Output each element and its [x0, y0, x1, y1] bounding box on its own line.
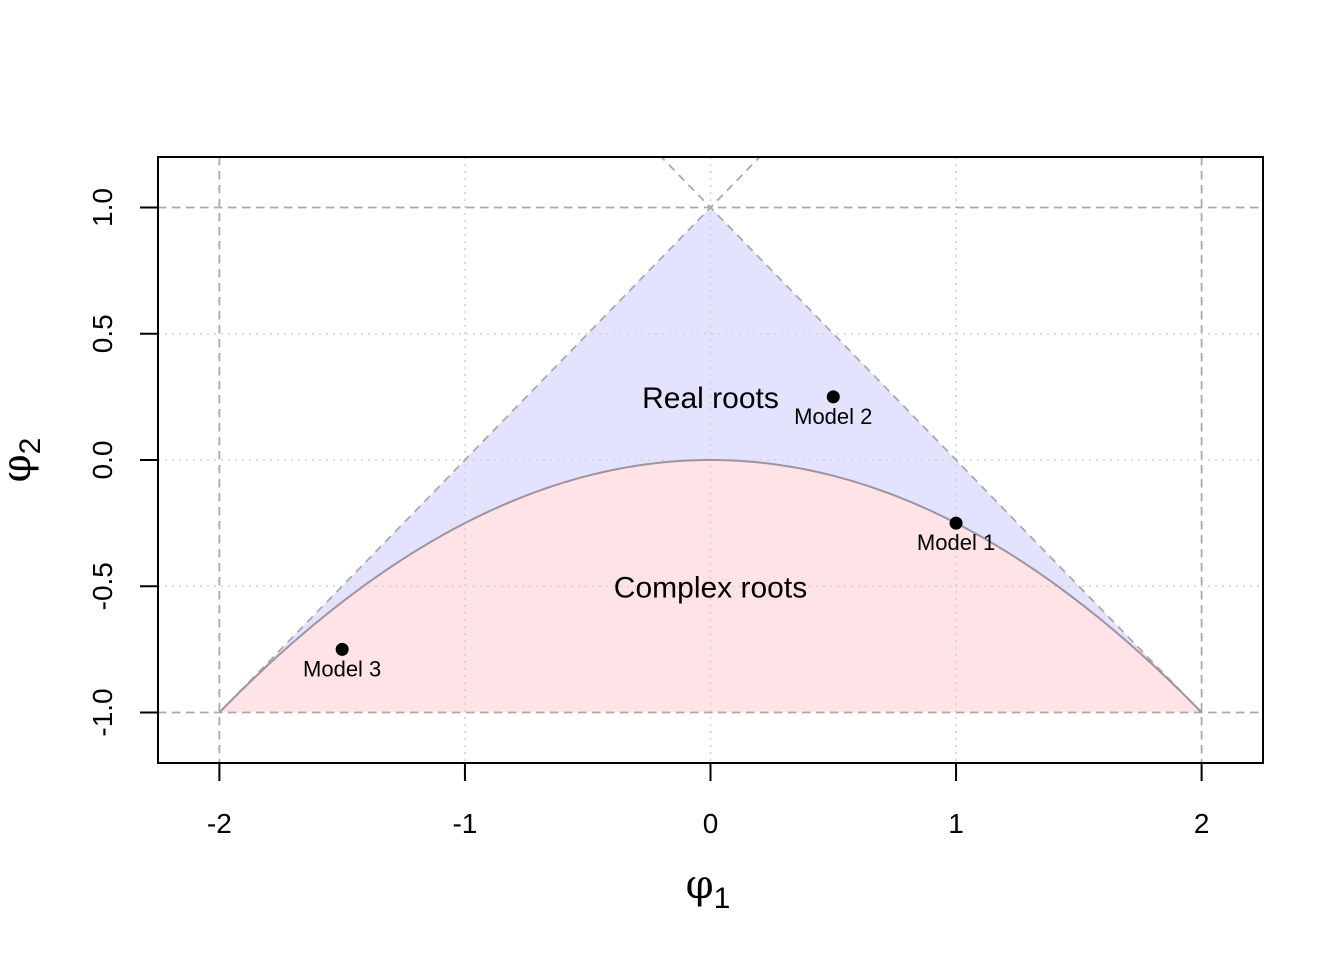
boundary-lines-layer: [158, 157, 1263, 763]
axis-titles-layer: φ1 φ2: [0, 438, 730, 915]
y-tick-label: 1.0: [87, 188, 118, 227]
point-label: Model 1: [917, 530, 995, 555]
data-point: [826, 390, 840, 404]
x-tick-label: 1: [948, 808, 964, 839]
dashed-line-upper-right: [660, 157, 1203, 714]
y-tick-label: -1.0: [87, 688, 118, 736]
data-point: [335, 642, 349, 656]
parabola-curve: [218, 458, 1203, 714]
point-label: Model 2: [794, 404, 872, 429]
points-layer: Model 1 Model 2 Model 3: [303, 390, 995, 681]
real-roots-label: Real roots: [642, 382, 779, 415]
x-tick-label: -1: [452, 808, 477, 839]
x-tick-label: 0: [703, 808, 719, 839]
data-point: [949, 516, 963, 530]
x-axis-title: φ1: [686, 862, 731, 915]
y-tick-label: 0.0: [87, 441, 118, 480]
complex-roots-label: Complex roots: [614, 571, 807, 604]
point-label: Model 3: [303, 656, 381, 681]
x-tick-label: 2: [1194, 808, 1210, 839]
region-labels-layer: Real roots Complex roots: [614, 382, 807, 604]
y-axis-title: φ2: [0, 438, 47, 483]
complex-roots-region: [219, 460, 1202, 713]
y-tick-label: -0.5: [87, 562, 118, 610]
x-tick-label: -2: [207, 808, 232, 839]
ticks-layer: -2 -1 0 1 2 -1.0 -0.5 0.0 0.5 1.0: [87, 188, 1209, 839]
y-tick-label: 0.5: [87, 314, 118, 353]
dashed-line-upper-left: [218, 157, 761, 714]
